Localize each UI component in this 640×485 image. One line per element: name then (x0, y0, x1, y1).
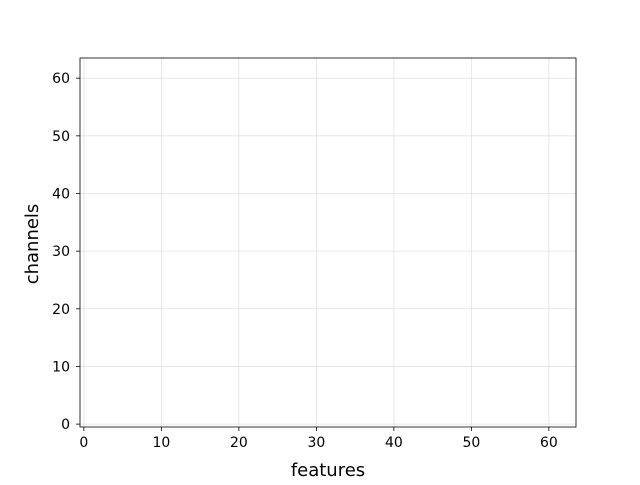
plot-frame (79, 57, 577, 428)
y-tick-label: 30 (52, 244, 70, 260)
x-tick-label: 0 (79, 435, 88, 451)
y-tick-label: 0 (61, 417, 70, 433)
x-tick-label: 40 (385, 435, 403, 451)
x-axis-ticks: 0 10 20 30 40 50 60 (79, 427, 558, 451)
x-tick-label: 60 (540, 435, 558, 451)
x-tick-label: 20 (230, 435, 248, 451)
y-tick-label: 60 (52, 71, 70, 87)
y-tick-label: 50 (52, 129, 70, 145)
x-axis-label: features (291, 460, 365, 480)
grid-lines (80, 58, 576, 427)
y-axis-label: channels (22, 204, 43, 285)
x-tick-label: 50 (462, 435, 480, 451)
y-axis-ticks: 0 10 20 30 40 50 60 (52, 71, 80, 433)
x-tick-label: 10 (152, 435, 170, 451)
y-tick-label: 20 (52, 302, 70, 318)
x-tick-label: 30 (307, 435, 325, 451)
y-tick-label: 40 (52, 186, 70, 202)
y-tick-label: 10 (52, 359, 70, 375)
